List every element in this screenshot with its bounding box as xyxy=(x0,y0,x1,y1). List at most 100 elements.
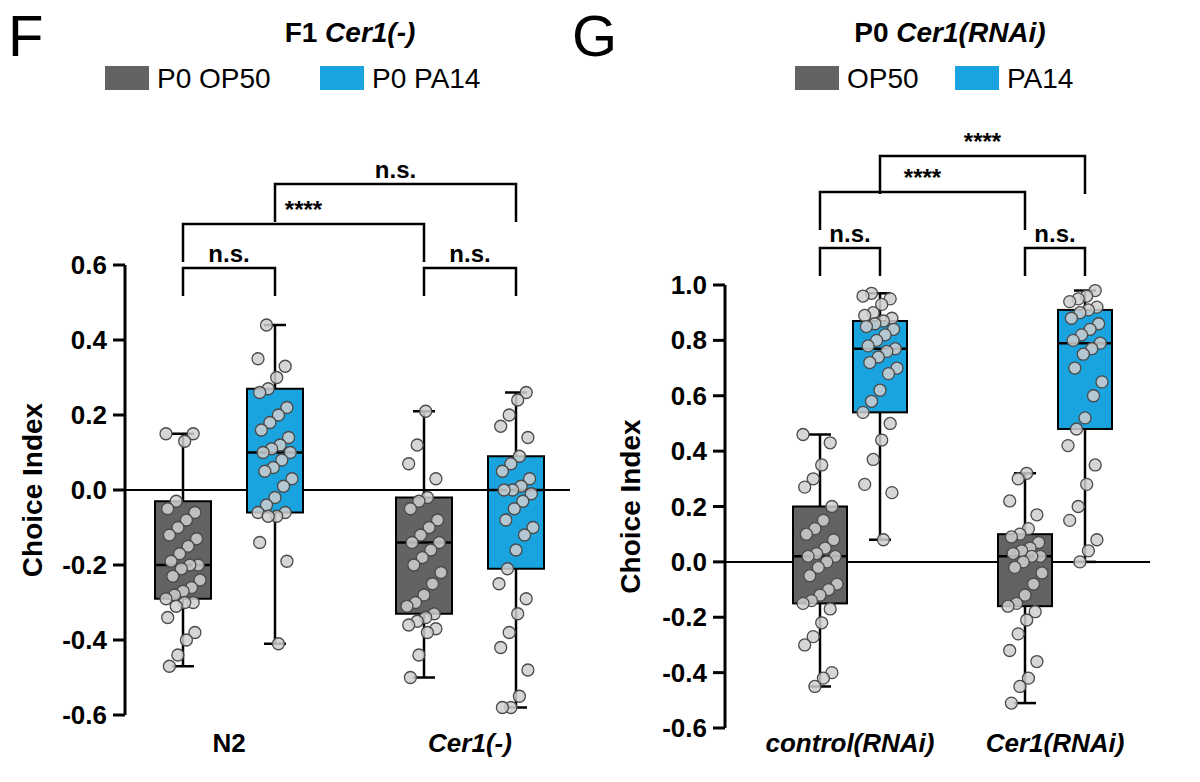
whisker-cap xyxy=(809,433,831,436)
point xyxy=(1072,501,1084,513)
y-tick xyxy=(713,560,725,563)
y-tick-label: 0.2 xyxy=(71,400,107,430)
point xyxy=(404,672,416,684)
box xyxy=(793,507,847,604)
point xyxy=(496,465,508,477)
point xyxy=(859,309,871,321)
point xyxy=(816,617,828,629)
point xyxy=(408,559,420,571)
significance-label: n.s. xyxy=(449,240,490,267)
point xyxy=(427,578,439,590)
point xyxy=(1002,600,1014,612)
title: F1 Cer1(-) xyxy=(285,17,416,48)
box xyxy=(247,389,303,513)
point xyxy=(420,405,432,417)
box xyxy=(853,321,907,412)
significance-label: n.s. xyxy=(829,220,870,247)
point xyxy=(1021,614,1033,626)
point xyxy=(884,417,896,429)
point xyxy=(513,690,525,702)
legend-swatch xyxy=(105,66,149,90)
point xyxy=(1028,578,1040,590)
y-tick-label: 0.6 xyxy=(671,381,707,411)
point xyxy=(519,529,531,541)
panel-letter: G xyxy=(572,3,617,68)
significance-label: **** xyxy=(964,128,1002,155)
category-label: N2 xyxy=(212,728,245,758)
panel: GP0 Cer1(RNAi)OP50PA14-0.6-0.4-0.20.00.2… xyxy=(572,3,1150,758)
point xyxy=(430,473,442,485)
significance-bracket xyxy=(275,184,516,222)
point xyxy=(1014,680,1026,692)
point xyxy=(797,597,809,609)
title-part: Cer1(RNAi) xyxy=(896,17,1045,48)
title-part: P0 xyxy=(854,17,896,48)
point xyxy=(1091,534,1103,546)
point xyxy=(262,510,274,522)
point xyxy=(496,702,508,714)
whisker-low xyxy=(1084,429,1087,562)
y-tick xyxy=(713,394,725,397)
point xyxy=(1012,628,1024,640)
point xyxy=(278,480,290,492)
point xyxy=(502,563,514,575)
point xyxy=(802,550,814,562)
point xyxy=(1081,478,1093,490)
y-tick xyxy=(113,264,125,267)
significance-bracket xyxy=(183,268,275,296)
significance-bracket xyxy=(880,156,1085,194)
point xyxy=(883,368,895,380)
point xyxy=(877,534,889,546)
point xyxy=(510,544,522,556)
plot-area xyxy=(155,319,544,714)
y-tick-label: -0.4 xyxy=(62,625,107,655)
figure: FF1 Cer1(-)P0 OP50P0 PA14-0.6-0.4-0.20.0… xyxy=(0,0,1200,782)
point xyxy=(406,537,418,549)
y-tick-label: -0.6 xyxy=(662,713,707,743)
box xyxy=(488,456,544,569)
point xyxy=(503,627,515,639)
point xyxy=(1077,348,1089,360)
y-tick xyxy=(713,671,725,674)
y-tick-label: -0.2 xyxy=(62,550,107,580)
point xyxy=(500,514,512,526)
point xyxy=(804,570,816,582)
point xyxy=(864,357,876,369)
point xyxy=(165,555,177,567)
point xyxy=(252,353,264,365)
point xyxy=(886,487,898,499)
point xyxy=(512,608,524,620)
significance-label: **** xyxy=(904,164,942,191)
significance-label: **** xyxy=(285,196,323,223)
point xyxy=(799,481,811,493)
y-tick-label: 0.0 xyxy=(671,547,707,577)
legend-label: P0 PA14 xyxy=(372,63,480,94)
y-tick xyxy=(713,616,725,619)
y-axis-label: Choice Index xyxy=(615,419,646,594)
legend-swatch xyxy=(795,66,839,90)
point xyxy=(857,290,869,302)
y-tick xyxy=(713,450,725,453)
point xyxy=(281,555,293,567)
category-label: Cer1(RNAi) xyxy=(986,728,1125,758)
point xyxy=(816,459,828,471)
box xyxy=(155,501,211,599)
y-tick xyxy=(113,339,125,342)
point xyxy=(179,435,191,447)
point xyxy=(160,428,172,440)
y-tick xyxy=(113,714,125,717)
legend-label: PA14 xyxy=(1007,63,1073,94)
point xyxy=(867,453,879,465)
y-tick xyxy=(713,339,725,342)
point xyxy=(1031,509,1043,521)
point xyxy=(1005,697,1017,709)
y-tick-label: 0.6 xyxy=(71,250,107,280)
legend-swatch xyxy=(320,66,364,90)
panel: FF1 Cer1(-)P0 OP50P0 PA14-0.6-0.4-0.20.0… xyxy=(8,3,570,758)
point xyxy=(495,420,507,432)
point xyxy=(272,638,284,650)
category-label: control(RNAi) xyxy=(766,728,935,758)
point xyxy=(1074,556,1086,568)
significance-bracket xyxy=(1025,248,1085,276)
significance-bracket xyxy=(820,248,880,276)
